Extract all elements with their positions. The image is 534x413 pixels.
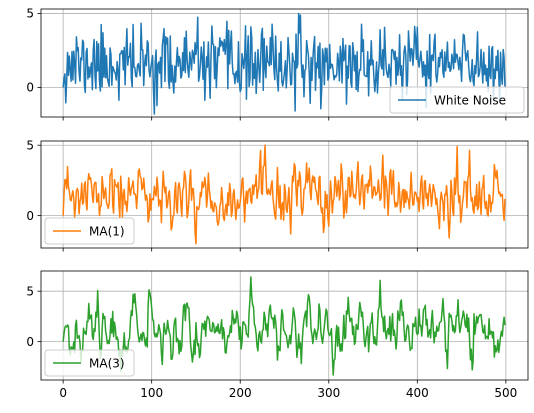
panel-1-legend: White Noise [389, 86, 525, 114]
panel-3-xtick-label-5: 500 [494, 386, 517, 400]
panel-1-legend-label: White Noise [434, 93, 506, 107]
panel-2-frame [40, 140, 529, 249]
panel-3-series-line [62, 276, 506, 376]
panel-3-xtick-label-4: 400 [406, 386, 429, 400]
panel-2-ytick-label-0: 0 [26, 209, 34, 223]
panel-1-series-line [62, 12, 506, 115]
panel-3-frame [40, 270, 529, 381]
panel-3-legend-box [44, 349, 135, 377]
panel-3-xtick-label-3: 300 [317, 386, 340, 400]
panel-1-legend-box [389, 86, 525, 114]
panel-3-xtick-label-1: 100 [140, 386, 163, 400]
panel-3-ytick-label-0: 0 [26, 335, 34, 349]
panel-3-xtick-label-0: 0 [59, 386, 67, 400]
panel-2-ytick-label-1: 5 [26, 139, 34, 153]
panel-3-legend-label: MA(3) [89, 356, 125, 370]
panel-2-legend-label: MA(1) [89, 224, 125, 238]
panel-3-xtick-label-2: 200 [229, 386, 252, 400]
panel-1-frame [40, 8, 529, 118]
panel-2-legend: MA(1) [44, 217, 135, 245]
panel-2-series-line [62, 144, 506, 245]
panel-1-ytick-label-1: 5 [26, 7, 34, 21]
panel-2-legend-box [44, 217, 135, 245]
panel-3-ytick-label-1: 5 [26, 284, 34, 298]
panel-3-legend: MA(3) [44, 349, 135, 377]
panel-1-ytick-label-0: 0 [26, 81, 34, 95]
